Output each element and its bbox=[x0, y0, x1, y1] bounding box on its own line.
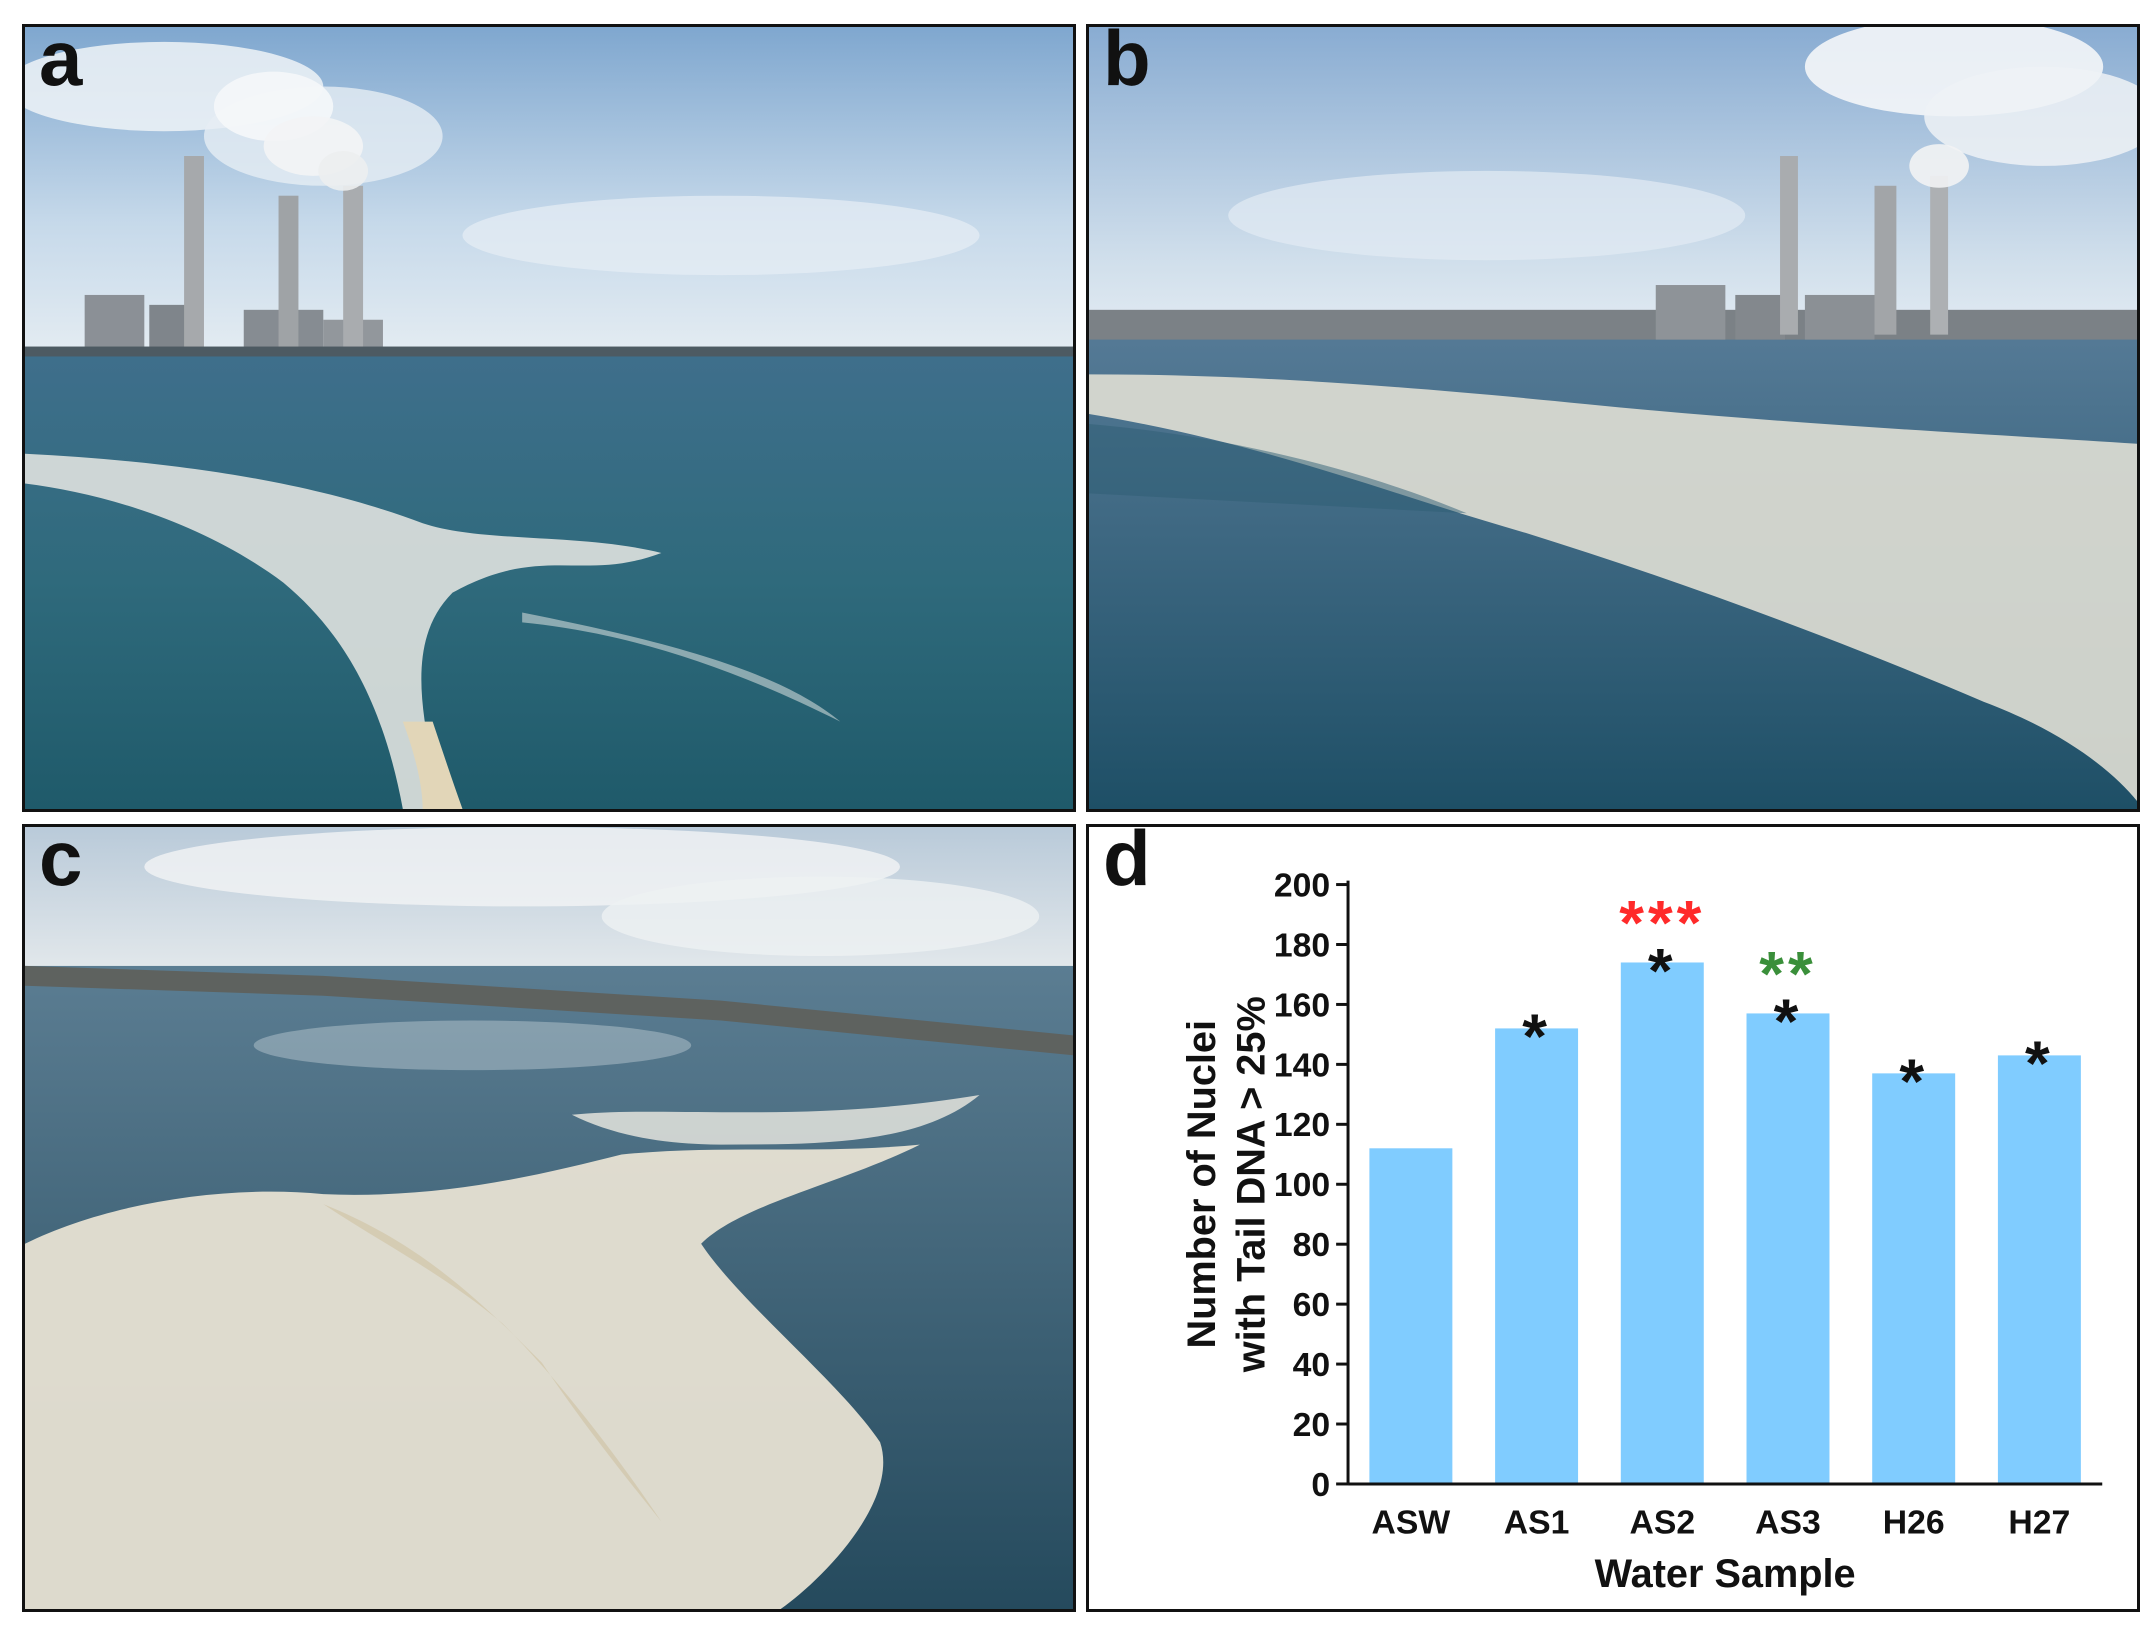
significance-marks: ********* * bbox=[1522, 889, 2054, 1118]
photo-power-plant-foam-a bbox=[25, 27, 1073, 809]
photo-panel-a: a bbox=[22, 24, 1076, 812]
y-axis-title-line-2: with Tail DNA > 25% bbox=[1230, 996, 1274, 1373]
x-tick-label-h27: H27 bbox=[2008, 1504, 2070, 1542]
panel-label-a: a bbox=[39, 24, 83, 102]
bar-as2 bbox=[1620, 962, 1704, 1484]
panel-label-d: d bbox=[1103, 824, 1151, 902]
panel-label-b: b bbox=[1103, 24, 1151, 102]
y-tick-label: 20 bbox=[1293, 1406, 1331, 1444]
bar-h26 bbox=[1872, 1073, 1956, 1484]
panel-label-c: c bbox=[39, 824, 83, 902]
photo-coast-foam-c bbox=[25, 827, 1073, 1609]
significance-mark-as3: * bbox=[1774, 987, 1803, 1057]
y-tick-label: 80 bbox=[1293, 1226, 1331, 1264]
x-tick-label-asw: ASW bbox=[1372, 1504, 1451, 1542]
y-tick-label: 120 bbox=[1274, 1106, 1330, 1144]
bar-as3 bbox=[1746, 1013, 1830, 1484]
x-tick-label-h26: H26 bbox=[1883, 1504, 1945, 1542]
y-tick-label: 100 bbox=[1274, 1166, 1330, 1204]
bar-as1 bbox=[1495, 1028, 1579, 1484]
significance-mark-as3: ** bbox=[1759, 940, 1816, 1010]
significance-mark-as1: * bbox=[1522, 1002, 1551, 1072]
bar-h27 bbox=[1997, 1055, 2081, 1484]
y-axis-title-line-1: Number of Nuclei bbox=[1180, 1020, 1224, 1349]
photo-panel-c: c bbox=[22, 824, 1076, 1612]
x-tick-label-as1: AS1 bbox=[1504, 1504, 1570, 1542]
y-tick-label: 0 bbox=[1311, 1466, 1330, 1504]
x-axis-title: Water Sample bbox=[1595, 1552, 1856, 1596]
significance-mark-as2: * bbox=[1648, 936, 1677, 1006]
y-tick-label: 40 bbox=[1293, 1346, 1331, 1384]
y-tick-label: 200 bbox=[1274, 866, 1330, 904]
photo-power-plant-foam-b bbox=[1089, 27, 2137, 809]
y-tick-label: 140 bbox=[1274, 1046, 1330, 1084]
chart-panel-d: d 0 20 40 60 80 100 120 140 160 180 200 * * *** * ** * *… bbox=[1086, 824, 2140, 1612]
photo-panel-b: b bbox=[1086, 24, 2140, 812]
significance-mark-as2: *** bbox=[1619, 889, 1705, 959]
y-tick-label: 180 bbox=[1274, 926, 1330, 964]
x-tick-label-as2: AS2 bbox=[1629, 1504, 1695, 1542]
y-axis-ticks: 0 20 40 60 80 100 120 140 160 180 200 bbox=[1274, 866, 1349, 1504]
x-axis-ticks: ASW AS1 AS2 AS3 H26 H27 bbox=[1372, 1504, 2071, 1542]
y-tick-label: 60 bbox=[1293, 1286, 1331, 1324]
significance-mark-h26: * bbox=[1899, 1047, 1928, 1117]
y-tick-label: 160 bbox=[1274, 986, 1330, 1024]
bars bbox=[1369, 962, 2081, 1484]
significance-mark-h27: * bbox=[2025, 1029, 2054, 1099]
x-tick-label-as3: AS3 bbox=[1755, 1504, 1821, 1542]
bar-asw bbox=[1369, 1148, 1453, 1484]
